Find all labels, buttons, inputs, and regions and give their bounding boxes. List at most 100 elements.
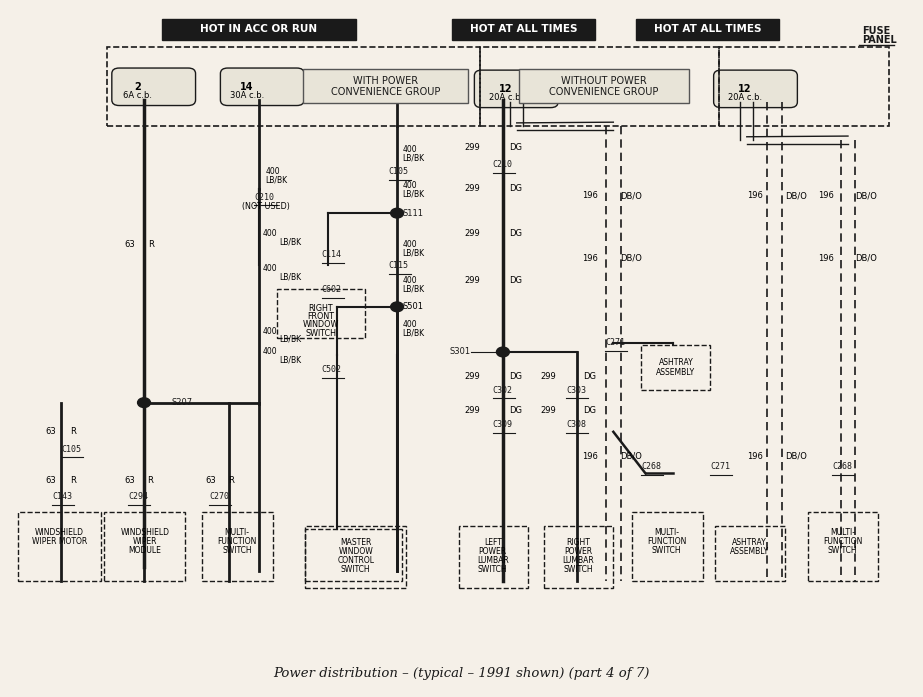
Text: LB/BK: LB/BK [280,273,302,282]
Circle shape [138,398,150,408]
Text: SWITCH: SWITCH [341,565,370,574]
Text: C294: C294 [128,492,149,501]
Text: 400: 400 [402,276,417,285]
Text: SWITCH: SWITCH [564,565,593,574]
Text: POWER: POWER [564,547,593,556]
Text: 400: 400 [263,229,278,238]
Text: LB/BK: LB/BK [402,189,425,198]
Text: LB/BK: LB/BK [280,335,302,344]
Text: SWITCH: SWITCH [222,546,252,555]
Text: ASHTRAY: ASHTRAY [658,358,693,367]
Text: CONTROL: CONTROL [337,556,374,565]
Text: LB/BK: LB/BK [402,248,425,257]
Text: 12: 12 [738,84,751,94]
Text: LB/BK: LB/BK [402,328,425,337]
Text: POWER: POWER [479,547,507,556]
Text: 400: 400 [266,167,280,176]
Text: FUNCTION: FUNCTION [822,537,862,546]
Text: C308: C308 [567,420,586,429]
Text: C210: C210 [255,192,274,201]
FancyBboxPatch shape [713,70,797,107]
Text: 196: 196 [581,191,598,200]
Text: DG: DG [509,372,522,381]
Text: WIPER: WIPER [133,537,157,546]
Text: C105: C105 [389,167,409,176]
Text: 14: 14 [240,82,254,92]
Text: C502: C502 [321,365,342,374]
Text: C270: C270 [210,492,229,501]
Text: DB/O: DB/O [619,254,641,263]
Text: WINDOW: WINDOW [303,321,339,330]
Text: 299: 299 [464,372,480,381]
FancyBboxPatch shape [162,19,355,40]
Text: 20A c.b.: 20A c.b. [728,93,762,102]
Text: LB/BK: LB/BK [266,176,288,184]
Text: 196: 196 [748,452,763,461]
Text: 299: 299 [464,406,480,415]
Text: RIGHT: RIGHT [308,304,333,313]
Text: SWITCH: SWITCH [306,329,336,338]
Text: DG: DG [509,184,522,193]
Text: LB/BK: LB/BK [402,154,425,163]
Text: C602: C602 [321,285,342,294]
FancyBboxPatch shape [636,19,779,40]
Text: DB/O: DB/O [619,191,641,200]
Text: C105: C105 [61,445,81,454]
Text: FUSE: FUSE [862,26,890,36]
Text: S111: S111 [402,208,424,217]
Text: R: R [147,476,152,485]
Text: DG: DG [583,372,596,381]
Text: HOT AT ALL TIMES: HOT AT ALL TIMES [470,24,578,34]
Text: MASTER: MASTER [340,538,371,547]
Text: DG: DG [509,143,522,152]
Text: ASSEMBLY: ASSEMBLY [730,547,769,556]
Text: R: R [149,240,154,249]
Text: FUNCTION: FUNCTION [217,537,257,546]
Text: C309: C309 [493,420,513,429]
Text: 63: 63 [46,427,56,436]
Text: 299: 299 [464,229,480,238]
Text: S301: S301 [450,348,471,356]
Text: 196: 196 [748,191,763,200]
Text: 63: 63 [124,476,135,485]
Text: C115: C115 [389,261,409,270]
Text: MODULE: MODULE [128,546,162,555]
Text: C271: C271 [710,462,730,471]
Text: 196: 196 [581,452,598,461]
Text: C114: C114 [321,250,342,259]
Text: 6A c.b.: 6A c.b. [123,91,152,100]
Text: 196: 196 [819,191,834,200]
Text: R: R [70,476,77,485]
Text: PANEL: PANEL [862,36,896,45]
Text: LB/BK: LB/BK [402,284,425,293]
Text: DB/O: DB/O [619,452,641,461]
Text: C143: C143 [52,492,72,501]
Text: WITH POWER
CONVENIENCE GROUP: WITH POWER CONVENIENCE GROUP [330,76,440,97]
Text: WIPER MOTOR: WIPER MOTOR [31,537,87,546]
FancyBboxPatch shape [474,70,558,107]
Text: C271: C271 [605,339,625,347]
Text: LB/BK: LB/BK [280,238,302,247]
Text: 196: 196 [581,254,598,263]
Text: HOT AT ALL TIMES: HOT AT ALL TIMES [653,24,761,34]
Text: LUMBAR: LUMBAR [562,556,594,565]
FancyBboxPatch shape [452,19,595,40]
Text: WITHOUT POWER
CONVENIENCE GROUP: WITHOUT POWER CONVENIENCE GROUP [549,76,659,97]
Text: 20A c.b.: 20A c.b. [488,93,522,102]
Text: WINDSHIELD: WINDSHIELD [35,528,84,537]
Text: 299: 299 [541,406,557,415]
Text: 63: 63 [205,476,216,485]
Text: 400: 400 [402,146,417,155]
Text: 400: 400 [263,264,278,273]
Text: ASSEMBLY: ASSEMBLY [656,367,695,376]
Text: S207: S207 [172,398,193,407]
Text: MULTI-: MULTI- [830,528,855,537]
Text: C303: C303 [567,385,586,395]
Circle shape [390,302,403,312]
Text: 196: 196 [819,254,834,263]
Text: LEFT: LEFT [484,538,502,547]
Text: 400: 400 [263,348,278,356]
Text: C268: C268 [833,462,852,471]
Text: C302: C302 [493,385,513,395]
Text: C210: C210 [493,160,513,169]
